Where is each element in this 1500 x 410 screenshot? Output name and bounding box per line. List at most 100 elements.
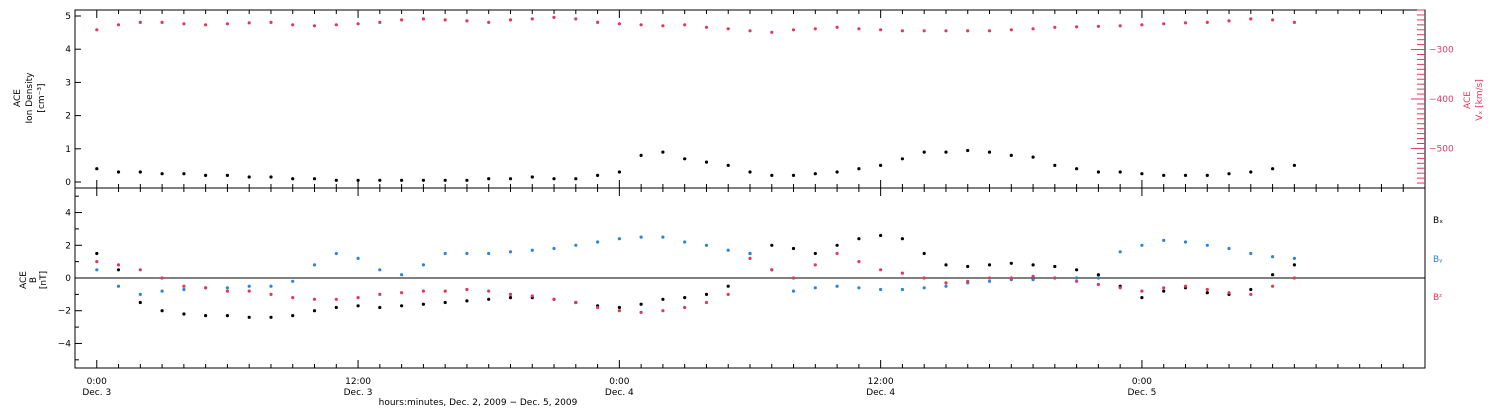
magnetic-field-series <box>95 233 1296 319</box>
bz-point <box>726 292 730 296</box>
by-point <box>160 289 164 293</box>
density-point <box>574 177 578 181</box>
bx-point <box>225 314 229 318</box>
bx-point <box>1009 261 1013 265</box>
xtick-time-label: 0:00 <box>87 377 107 387</box>
top-ylabel-line3: [cm⁻³] <box>37 83 47 112</box>
bz-point <box>791 276 796 280</box>
ytick-label: 4 <box>65 209 71 219</box>
density-point <box>966 148 970 153</box>
bz-point <box>857 260 861 264</box>
bz-point <box>421 289 425 293</box>
vx-point <box>465 19 469 23</box>
bz-point <box>900 271 905 275</box>
bx-point <box>1096 273 1100 277</box>
by-point <box>574 243 578 247</box>
by-point <box>791 289 796 293</box>
by-point <box>683 240 687 244</box>
bx-point <box>1292 263 1296 267</box>
by-point <box>857 286 861 290</box>
vx-point <box>900 29 905 33</box>
density-point <box>508 177 513 181</box>
bx-point <box>400 304 404 308</box>
ytick-label: 2 <box>65 241 71 251</box>
vx-point <box>944 29 948 33</box>
bx-point <box>1031 263 1035 267</box>
vx-point <box>1292 20 1296 24</box>
bx-point <box>334 305 338 310</box>
by-point <box>334 251 338 256</box>
density-point <box>530 175 534 179</box>
by-point <box>596 240 600 244</box>
bx-point <box>269 315 273 319</box>
bx-point <box>1053 264 1057 269</box>
bz-point <box>1292 276 1296 280</box>
by-point <box>312 263 317 267</box>
density-point <box>160 172 164 176</box>
bx-point <box>487 297 491 301</box>
density-point <box>1183 173 1188 177</box>
by-point <box>508 250 513 254</box>
top-ylabel-line2: Ion Density <box>25 72 35 124</box>
by-point <box>95 268 99 272</box>
by-point <box>813 286 817 290</box>
density-point <box>922 150 926 154</box>
bx-point <box>95 251 99 256</box>
by-point <box>247 284 251 288</box>
bz-point <box>465 287 469 292</box>
vx-point <box>116 23 121 27</box>
bz-point <box>508 292 513 296</box>
vx-series <box>95 15 1296 34</box>
by-point <box>552 246 556 251</box>
ytick-label: 0 <box>65 178 71 188</box>
bz-point <box>312 297 317 301</box>
bz-point <box>966 279 970 283</box>
vx-point <box>312 24 317 28</box>
bz-point <box>1031 274 1035 278</box>
bx-point <box>291 314 295 318</box>
density-point <box>443 178 447 182</box>
xtick-time-label: 12:00 <box>345 377 371 387</box>
bz-point <box>1183 284 1188 288</box>
by-point <box>225 286 229 290</box>
by-point <box>1249 251 1253 256</box>
vx-point <box>1162 22 1166 26</box>
by-point <box>443 251 447 256</box>
by-point <box>530 248 534 252</box>
density-point <box>879 163 883 167</box>
xtick-date-label: Dec. 4 <box>605 388 634 398</box>
xtick-time-label: 0:00 <box>1132 377 1152 387</box>
by-point <box>879 287 883 292</box>
density-point <box>1249 170 1253 174</box>
bx-point <box>661 297 665 301</box>
bx-point <box>116 268 121 272</box>
bz-point <box>356 296 360 300</box>
by-point <box>617 237 622 241</box>
bz-point <box>1205 287 1209 292</box>
xtick-date-label: Dec. 4 <box>866 388 895 398</box>
density-point <box>1162 173 1166 177</box>
density-point <box>835 170 839 174</box>
bx-point <box>508 296 513 300</box>
bz-point <box>247 289 251 293</box>
vx-point <box>1249 17 1253 21</box>
by-point <box>1292 256 1296 260</box>
top-y2label-line1: ACE <box>1463 91 1473 109</box>
bz-point <box>879 268 883 272</box>
top-left-ticks: 0 1 2 3 4 5 <box>65 12 81 188</box>
vx-point <box>748 29 752 33</box>
bz-point <box>617 309 622 313</box>
bz-point <box>1096 282 1100 287</box>
by-point <box>748 251 752 256</box>
bz-point <box>1053 276 1057 280</box>
density-point <box>704 160 709 164</box>
bx-point <box>1205 291 1209 295</box>
legend-bx: Bₓ <box>1433 216 1443 226</box>
by-point <box>1031 278 1035 282</box>
by-point <box>182 287 186 292</box>
bx-point <box>770 243 774 247</box>
bz-point <box>1075 279 1079 283</box>
vx-point <box>791 28 796 32</box>
vx-point <box>726 27 730 31</box>
density-point <box>661 150 665 154</box>
